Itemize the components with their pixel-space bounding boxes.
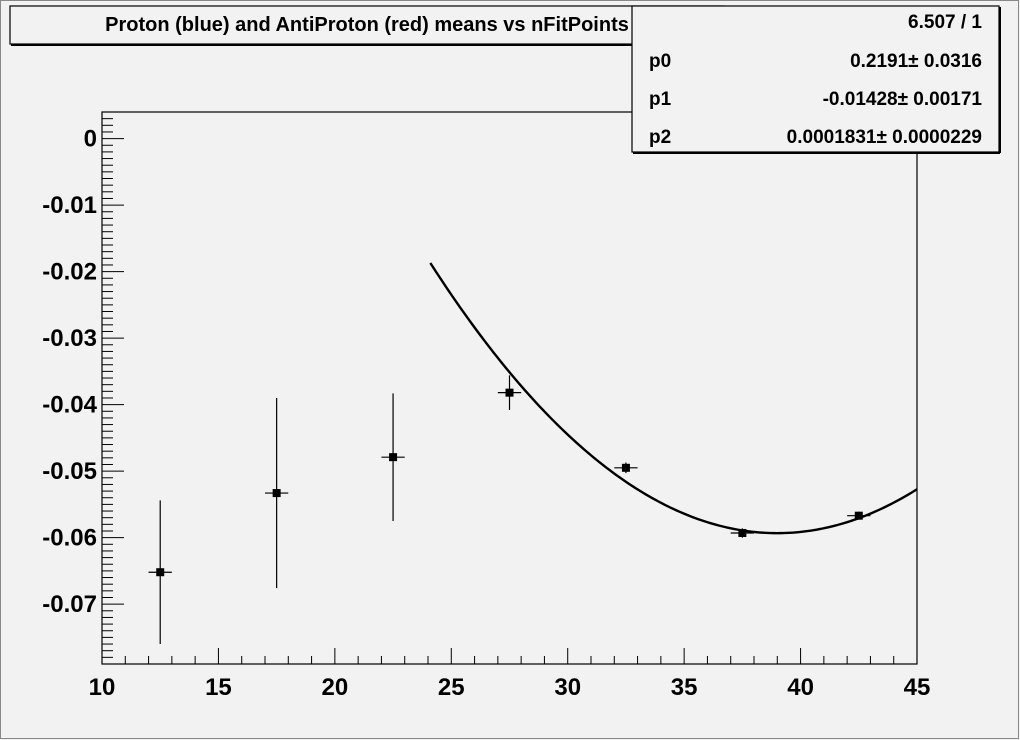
y-axis: 0 -0.01 -0.02 -0.03 -0.04 -0.05 -0.06 -0.07 xyxy=(42,111,124,658)
y-tick-label: -0.06 xyxy=(42,525,97,552)
x-tick-label: 20 xyxy=(322,674,349,701)
point-marker xyxy=(738,528,747,537)
data-point xyxy=(381,393,405,522)
data-series xyxy=(148,375,871,645)
x-tick-label: 15 xyxy=(205,674,232,701)
plot-frame xyxy=(101,111,918,665)
y-tick-label: -0.07 xyxy=(42,591,97,618)
point-marker xyxy=(389,453,398,462)
data-point xyxy=(614,462,638,474)
x-tick-label: 45 xyxy=(904,674,931,701)
param-value: -0.01428± 0.00171 xyxy=(823,89,983,110)
y-tick-label: -0.04 xyxy=(42,392,97,419)
x-tick-label: 30 xyxy=(554,674,581,701)
chart-title: Proton (blue) and AntiProton (red) means… xyxy=(105,14,629,36)
fit-curve xyxy=(429,262,918,535)
param-value: 0.0001831± 0.0000229 xyxy=(787,127,982,148)
y-tick-label: -0.02 xyxy=(42,259,97,286)
x-tick-label: 25 xyxy=(438,674,465,701)
data-point xyxy=(148,500,172,645)
x-tick-label: 10 xyxy=(89,674,116,701)
param-name: p1 xyxy=(649,89,672,110)
point-marker xyxy=(156,568,165,577)
point-marker xyxy=(854,511,863,520)
param-name: p0 xyxy=(649,51,671,72)
stats-param-row: p2 0.0001831± 0.0000229 xyxy=(649,127,982,148)
stats-box: 6.507 / 1 p0 0.2191± 0.0316 p1 -0.01428± 0.… xyxy=(631,5,1001,154)
param-value: 0.2191± 0.0316 xyxy=(850,51,982,72)
param-name: p2 xyxy=(649,127,671,148)
point-marker xyxy=(505,388,514,397)
chi2-ndf-value: 6.507 / 1 xyxy=(908,12,982,33)
y-tick-label: -0.03 xyxy=(42,325,97,352)
x-tick-label: 40 xyxy=(787,674,814,701)
y-tick-label: -0.01 xyxy=(42,192,97,219)
y-tick-label: -0.05 xyxy=(42,458,97,485)
data-point xyxy=(265,397,289,589)
y-tick-label: 0 xyxy=(84,126,97,153)
stats-param-row: p0 0.2191± 0.0316 xyxy=(649,51,982,72)
x-axis: 10 15 20 25 30 35 40 45 xyxy=(89,648,931,701)
point-marker xyxy=(621,463,630,472)
x-tick-label: 35 xyxy=(671,674,698,701)
point-marker xyxy=(272,489,281,498)
data-point xyxy=(497,375,522,410)
stats-param-row: p1 -0.01428± 0.00171 xyxy=(649,89,982,110)
title-box: Proton (blue) and AntiProton (red) means… xyxy=(9,5,726,46)
